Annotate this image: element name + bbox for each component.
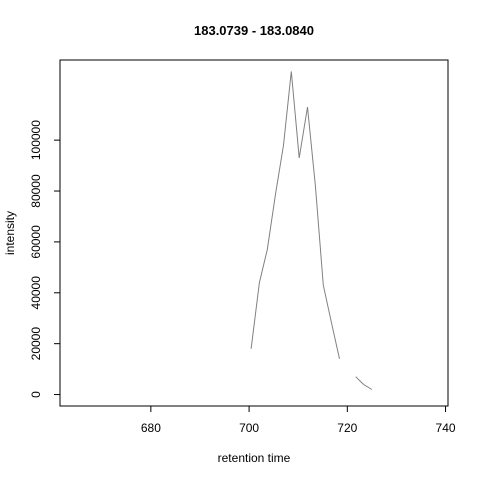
chart-title: 183.0739 - 183.0840 xyxy=(194,23,314,38)
x-tick-label-700: 700 xyxy=(239,421,259,435)
y-axis: 0 20000 40000 60000 80000 100000 xyxy=(29,120,61,398)
series-line-segment-2 xyxy=(355,376,373,390)
x-axis: 680 700 720 740 xyxy=(141,405,456,435)
x-tick-label-720: 720 xyxy=(337,421,357,435)
y-tick-label-0: 0 xyxy=(29,391,43,398)
x-tick-label-680: 680 xyxy=(141,421,161,435)
y-axis-label: intensity xyxy=(3,211,17,255)
y-tick-label-80000: 80000 xyxy=(29,174,43,208)
x-tick-label-740: 740 xyxy=(436,421,456,435)
x-axis-label: retention time xyxy=(218,451,291,465)
y-tick-label-100000: 100000 xyxy=(29,120,43,160)
series-line-segment-1 xyxy=(250,71,340,360)
y-tick-label-60000: 60000 xyxy=(29,225,43,259)
intensity-series xyxy=(250,71,373,390)
y-tick-label-20000: 20000 xyxy=(29,327,43,361)
plot-area-frame xyxy=(59,59,449,407)
y-tick-label-40000: 40000 xyxy=(29,276,43,310)
